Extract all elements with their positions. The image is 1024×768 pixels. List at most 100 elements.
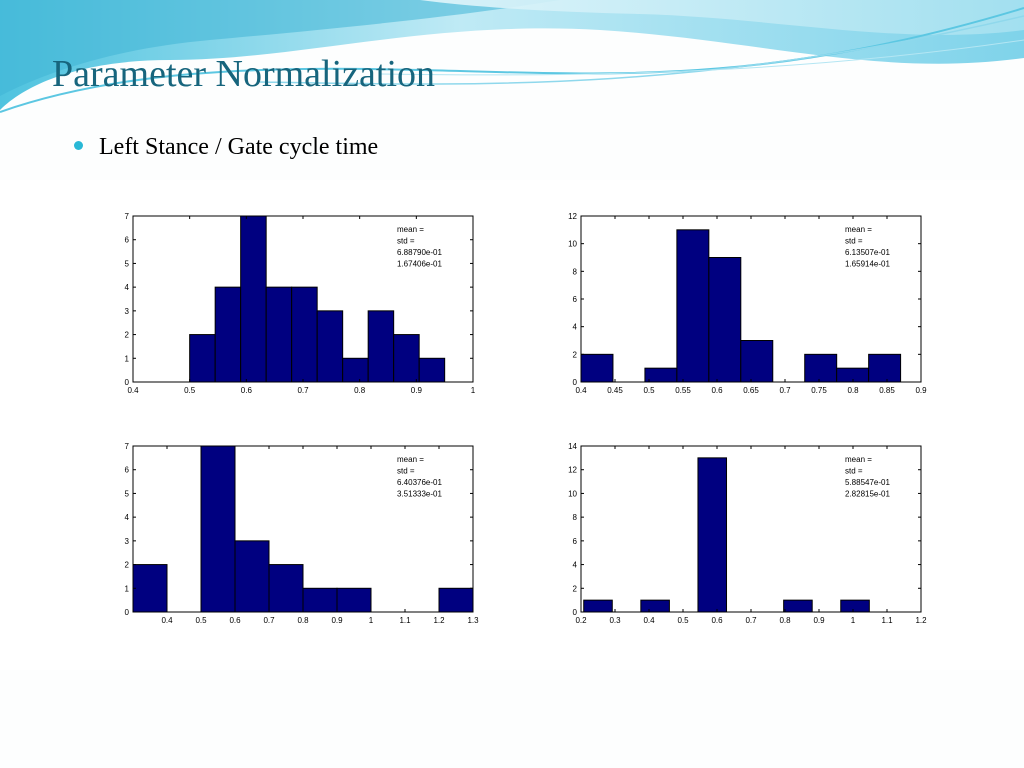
histogram-bar bbox=[342, 357, 369, 383]
histogram-bar bbox=[583, 599, 613, 613]
bullet-text: Left Stance / Gate cycle time bbox=[99, 134, 379, 160]
histogram-bar bbox=[640, 599, 670, 613]
histogram-bar bbox=[132, 564, 168, 613]
y-tick-label: 1 bbox=[125, 354, 130, 363]
histogram-bar bbox=[418, 357, 446, 383]
histogram-bottom-left: 0.4 0.5 0.6 0.7 0.8 0.9 1 1.1 1.2 1.3 0 1 2 3 4 5 6 7 mean… bbox=[125, 442, 480, 625]
x-tick-label: 0.4 bbox=[643, 616, 655, 625]
stats-annotation-line: mean = bbox=[397, 455, 424, 464]
stats-annotation-line: 6.40376e-01 bbox=[397, 478, 442, 487]
y-tick-label: 2 bbox=[573, 350, 578, 359]
y-tick-label: 0 bbox=[573, 608, 578, 617]
x-tick-label: 0.9 bbox=[331, 616, 343, 625]
histogram-bar bbox=[783, 599, 813, 613]
histogram-top-left: 0.4 0.5 0.6 0.7 0.8 0.9 1 0 1 2 3 4 5 6 7 mean = std = 6.… bbox=[125, 212, 476, 395]
x-tick-label: 0.7 bbox=[745, 616, 757, 625]
x-tick-label: 0.5 bbox=[643, 386, 655, 395]
x-tick-label: 0.9 bbox=[915, 386, 927, 395]
x-tick-label: 0.8 bbox=[297, 616, 309, 625]
x-tick-label: 0.65 bbox=[743, 386, 759, 395]
x-tick-label: 0.45 bbox=[607, 386, 623, 395]
stats-annotation-line: 3.51333e-01 bbox=[397, 490, 442, 499]
y-tick-label: 5 bbox=[125, 259, 130, 268]
y-tick-label: 0 bbox=[125, 608, 130, 617]
x-tick-label: 0.4 bbox=[575, 386, 587, 395]
y-tick-label: 8 bbox=[573, 267, 578, 276]
stats-annotation-line: std = bbox=[397, 237, 415, 246]
x-tick-label: 0.7 bbox=[297, 386, 309, 395]
histogram-bar bbox=[840, 599, 870, 613]
histogram-bar bbox=[200, 445, 236, 613]
histogram-bar bbox=[804, 353, 838, 383]
y-tick-label: 1 bbox=[125, 584, 130, 593]
plot-area bbox=[581, 446, 921, 612]
x-tick-label: 1.2 bbox=[433, 616, 445, 625]
bullet-item: Left Stance / Gate cycle time bbox=[74, 134, 378, 161]
y-tick-label: 12 bbox=[568, 212, 577, 221]
histogram-bar bbox=[268, 564, 304, 613]
y-tick-label: 3 bbox=[125, 537, 130, 546]
x-tick-label: 0.6 bbox=[711, 616, 723, 625]
x-tick-label: 0.3 bbox=[609, 616, 621, 625]
histogram-bar bbox=[868, 353, 902, 383]
y-tick-label: 4 bbox=[573, 561, 578, 570]
x-tick-label: 0.6 bbox=[229, 616, 241, 625]
y-tick-label: 0 bbox=[125, 378, 130, 387]
x-tick-label: 0.5 bbox=[184, 386, 196, 395]
histogram-bar bbox=[189, 334, 216, 383]
x-tick-label: 0.4 bbox=[161, 616, 173, 625]
histogram-bar bbox=[644, 367, 678, 383]
x-tick-label: 1 bbox=[471, 386, 476, 395]
y-tick-label: 2 bbox=[573, 584, 578, 593]
bullet-dot-icon bbox=[74, 140, 83, 150]
histogram-bar bbox=[393, 334, 420, 383]
y-tick-label: 12 bbox=[568, 466, 577, 475]
y-tick-label: 0 bbox=[573, 378, 578, 387]
stats-annotation-line: mean = bbox=[845, 225, 872, 234]
stats-annotation-line: std = bbox=[397, 467, 415, 476]
histogram-bar bbox=[336, 587, 372, 613]
histogram-bar bbox=[240, 215, 267, 383]
x-tick-label: 0.4 bbox=[127, 386, 139, 395]
y-tick-label: 4 bbox=[125, 283, 130, 292]
histogram-bottom-right: 0.2 0.3 0.4 0.5 0.6 0.7 0.8 0.9 1 1.1 1.2 0 2 4 6 8 10 12… bbox=[568, 442, 927, 625]
stats-annotation-line: 2.82815e-01 bbox=[845, 490, 890, 499]
x-tick-label: 0.9 bbox=[411, 386, 423, 395]
y-tick-label: 4 bbox=[125, 513, 130, 522]
histogram-bar bbox=[316, 310, 344, 383]
y-tick-label: 8 bbox=[573, 513, 578, 522]
stats-annotation-line: 5.88547e-01 bbox=[845, 478, 890, 487]
y-tick-label: 6 bbox=[125, 236, 130, 245]
x-tick-label: 0.2 bbox=[575, 616, 587, 625]
stats-annotation-line: 6.88790e-01 bbox=[397, 248, 442, 257]
x-tick-label: 0.8 bbox=[847, 386, 859, 395]
stats-annotation-line: 1.67406e-01 bbox=[397, 260, 442, 269]
x-tick-label: 1 bbox=[851, 616, 856, 625]
x-tick-label: 0.55 bbox=[675, 386, 691, 395]
y-tick-label: 10 bbox=[568, 240, 577, 249]
x-tick-label: 0.6 bbox=[711, 386, 723, 395]
x-tick-label: 0.8 bbox=[779, 616, 791, 625]
x-tick-label: 0.7 bbox=[779, 386, 791, 395]
x-tick-label: 0.5 bbox=[195, 616, 207, 625]
y-tick-label: 7 bbox=[125, 442, 130, 451]
histogram-bar bbox=[740, 340, 774, 383]
x-tick-label: 1.2 bbox=[915, 616, 927, 625]
x-tick-label: 0.85 bbox=[879, 386, 895, 395]
stats-annotation-line: mean = bbox=[397, 225, 424, 234]
x-tick-label: 1.3 bbox=[467, 616, 479, 625]
x-tick-label: 1 bbox=[369, 616, 374, 625]
y-tick-label: 3 bbox=[125, 307, 130, 316]
histogram-top-right: 0.4 0.45 0.5 0.55 0.6 0.65 0.7 0.75 0.8 0.85 0.9 0 2… bbox=[568, 212, 927, 395]
y-tick-label: 6 bbox=[573, 295, 578, 304]
x-tick-label: 1.1 bbox=[881, 616, 893, 625]
y-tick-label: 4 bbox=[573, 323, 578, 332]
y-tick-label: 6 bbox=[573, 537, 578, 546]
histogram-bar bbox=[214, 286, 242, 383]
x-tick-label: 0.7 bbox=[263, 616, 275, 625]
x-tick-label: 0.9 bbox=[813, 616, 825, 625]
histogram-bar bbox=[708, 257, 742, 383]
stats-annotation-line: mean = bbox=[845, 455, 872, 464]
histogram-bar bbox=[580, 353, 614, 383]
x-tick-label: 0.75 bbox=[811, 386, 827, 395]
